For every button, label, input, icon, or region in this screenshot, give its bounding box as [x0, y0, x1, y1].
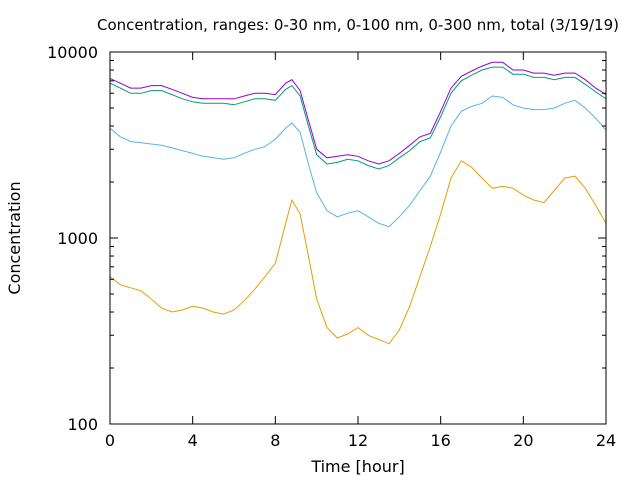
plot-frame [109, 51, 607, 425]
series-line-1 [110, 160, 606, 345]
series-line-4 [110, 61, 606, 165]
x-tick-label: 4 [188, 431, 198, 450]
x-tick-label: 16 [430, 431, 450, 450]
y-axis: 100 1000 10000 [47, 43, 606, 434]
x-tick-label: 20 [513, 431, 533, 450]
x-axis-label: Time [hour] [310, 457, 404, 476]
series-line-2 [110, 95, 606, 228]
x-tick-label: 8 [270, 431, 280, 450]
x-tick-label: 12 [348, 431, 368, 450]
y-tick-label: 10000 [47, 43, 98, 62]
x-tick-label: 24 [596, 431, 616, 450]
x-axis: 0 4 8 12 16 20 24 [105, 52, 616, 450]
y-axis-label: Concentration [5, 181, 24, 294]
y-tick-label: 100 [67, 415, 98, 434]
x-tick-label: 0 [105, 431, 115, 450]
chart-title: Concentration, ranges: 0-30 nm, 0-100 nm… [97, 16, 619, 34]
series-line-3 [110, 66, 606, 170]
y-tick-label: 1000 [57, 229, 98, 248]
series-layer [110, 61, 606, 345]
